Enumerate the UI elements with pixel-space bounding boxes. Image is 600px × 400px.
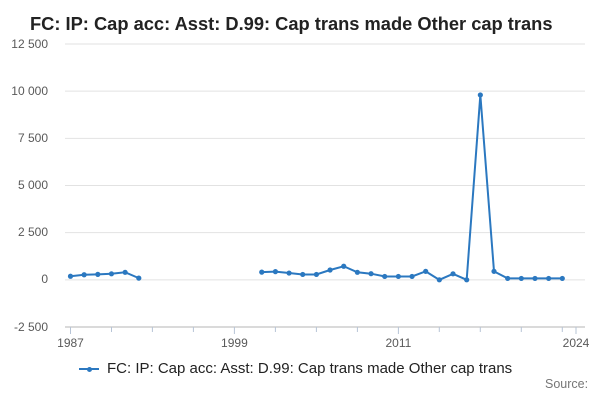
svg-text:12 500: 12 500 (11, 37, 48, 51)
svg-text:0: 0 (41, 272, 48, 286)
svg-text:2 500: 2 500 (18, 225, 48, 239)
svg-text:2024: 2024 (563, 336, 590, 350)
svg-text:1999: 1999 (221, 336, 248, 350)
svg-text:1987: 1987 (57, 336, 84, 350)
svg-text:5 000: 5 000 (18, 178, 48, 192)
svg-text:10 000: 10 000 (11, 84, 48, 98)
svg-text:-2 500: -2 500 (14, 320, 48, 334)
svg-text:7 500: 7 500 (18, 131, 48, 145)
svg-text:2011: 2011 (385, 336, 411, 350)
